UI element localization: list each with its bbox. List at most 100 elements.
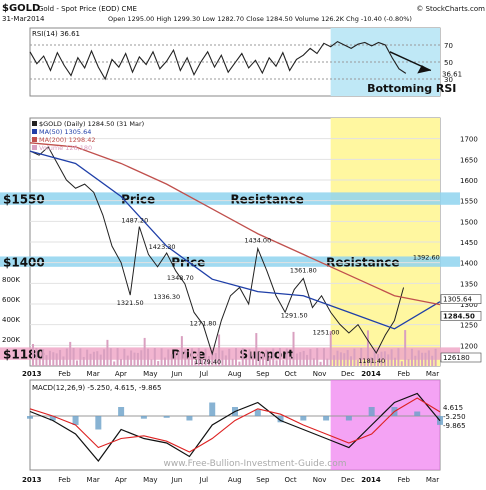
- macd-x-axis-label: Dec: [341, 476, 355, 484]
- macd-x-axis-label: 2014: [361, 476, 381, 484]
- volume-bar: [59, 349, 62, 366]
- volume-bar: [79, 348, 82, 366]
- volume-bar: [204, 348, 207, 366]
- volume-bar: [106, 339, 109, 366]
- price-point-label: 1321.50: [117, 299, 144, 307]
- volume-bar: [278, 348, 281, 366]
- volume-bar: [380, 351, 383, 366]
- volume-bar: [92, 351, 95, 366]
- volume-bar: [89, 353, 92, 366]
- volume-bar: [214, 353, 217, 366]
- volume-bar: [397, 348, 400, 366]
- right-value-label: 126180: [443, 354, 470, 362]
- volume-bar: [383, 351, 386, 366]
- volume-bar: [180, 336, 183, 366]
- right-value-box: [440, 311, 482, 321]
- rsi-last-value: 36.61: [442, 70, 462, 78]
- x-axis-label: 2013: [22, 370, 42, 378]
- price-point-label: 1423.30: [149, 243, 176, 251]
- legend-entry: MA(50) 1305.64: [39, 128, 91, 136]
- volume-bar: [130, 350, 133, 366]
- volume-axis-label: 400K: [2, 316, 20, 324]
- x-axis-label: Sep: [256, 370, 270, 378]
- x-axis-label: Feb: [398, 370, 411, 378]
- price-point-label: 1251.00: [313, 328, 340, 336]
- volume-bar: [163, 357, 166, 366]
- volume-bar: [231, 358, 234, 366]
- macd-x-axis-label: Feb: [58, 476, 71, 484]
- x-axis-label: Mar: [426, 370, 439, 378]
- price-series-2: [29, 142, 441, 306]
- volume-bar: [404, 330, 407, 366]
- volume-bar: [52, 352, 55, 366]
- price-point-label: 1434.00: [244, 237, 271, 245]
- volume-bar: [248, 349, 251, 366]
- volume-bar: [407, 359, 410, 366]
- price-tick-label: 1200: [460, 342, 478, 350]
- volume-bar: [119, 358, 122, 366]
- volume-bar: [133, 352, 136, 366]
- volume-bar: [400, 361, 403, 366]
- volume-bar: [113, 361, 116, 366]
- volume-bar: [126, 355, 129, 366]
- macd-title: MACD(12,26,9) -5.250, 4.615, -9.865: [32, 384, 161, 392]
- volume-bar: [86, 349, 89, 366]
- volume-bar: [221, 350, 224, 366]
- volume-bar: [346, 350, 349, 366]
- volume-bar: [410, 348, 413, 366]
- volume-bar: [48, 350, 51, 366]
- x-axis-label: Mar: [87, 370, 100, 378]
- volume-axis-label: 600K: [2, 296, 20, 304]
- volume-bar: [431, 355, 434, 366]
- rsi-tick-label: 70: [444, 42, 453, 50]
- legend-entry: MA(200) 1298.42: [39, 136, 95, 144]
- macd-x-axis-label: Mar: [426, 476, 439, 484]
- macd-right-label: -9.865: [443, 422, 466, 430]
- volume-bar: [218, 334, 221, 366]
- volume-bar: [360, 348, 363, 366]
- macd-x-axis-label: Jul: [199, 476, 209, 484]
- volume-bar: [394, 357, 397, 366]
- volume-bar: [427, 350, 430, 366]
- price-tick-label: 1400: [460, 260, 478, 268]
- right-value-box: [440, 352, 482, 363]
- name-label: Gold - Spot Price (EOD) CME: [38, 5, 137, 13]
- volume-bar: [316, 348, 319, 366]
- volume-bar: [143, 337, 146, 366]
- volume-bar: [309, 349, 312, 366]
- volume-bar: [255, 333, 258, 366]
- price-tick-label: 1300: [460, 301, 478, 309]
- volume-bar: [99, 354, 102, 366]
- volume-axis-label: 800K: [2, 276, 20, 284]
- macd-histogram-bar: [368, 407, 375, 416]
- x-axis-label: Aug: [228, 370, 242, 378]
- x-axis-label: May: [143, 370, 157, 378]
- volume-bar: [421, 352, 424, 366]
- macd-histogram-bar: [323, 416, 330, 421]
- volume-bar: [363, 360, 366, 366]
- price-tick-label: 1500: [460, 218, 478, 226]
- volume-bar: [167, 349, 170, 366]
- volume-bar: [177, 351, 180, 366]
- volume-bar: [201, 359, 204, 366]
- volume-bar: [417, 350, 420, 366]
- volume-bar: [38, 358, 41, 366]
- rsi-2014-highlight: [330, 28, 440, 96]
- x-axis-label: Jul: [199, 370, 209, 378]
- price-point-label: 1487.20: [121, 217, 148, 225]
- volume-bar: [69, 341, 72, 366]
- volume-bar: [241, 348, 244, 366]
- price-point-label: 1361.80: [290, 266, 317, 274]
- price-tick-label: 1700: [460, 136, 478, 144]
- macd-x-axis-label: Sep: [256, 476, 270, 484]
- source-label: © StockCharts.com: [416, 5, 485, 13]
- volume-bar: [136, 352, 139, 366]
- macd-histogram-bar: [118, 407, 125, 416]
- macd-2014-highlight: [330, 380, 440, 470]
- rsi-arrow-head: [417, 65, 431, 74]
- band-level-label: $1400: [3, 256, 45, 270]
- volume-bar: [343, 353, 346, 366]
- x-axis-label: Nov: [313, 370, 327, 378]
